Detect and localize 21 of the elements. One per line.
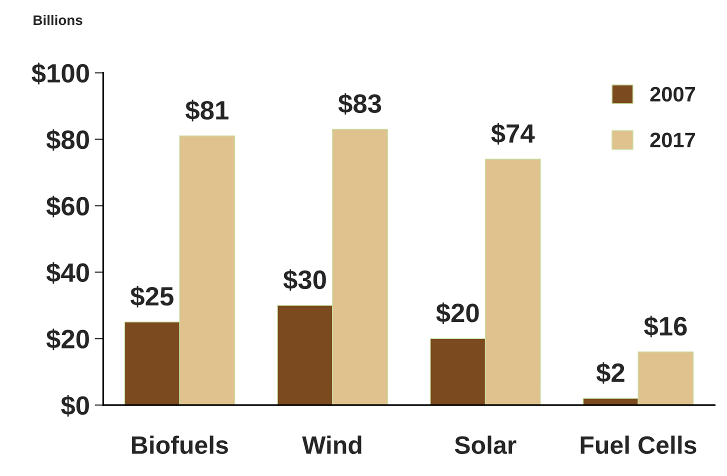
data-label: $2 bbox=[596, 362, 624, 384]
y-tick-label: $80 bbox=[46, 129, 89, 151]
y-axis-title: Billions bbox=[34, 14, 82, 26]
y-tick-label: $100 bbox=[32, 62, 89, 84]
x-tick-label: Wind bbox=[302, 436, 362, 454]
data-label: $16 bbox=[644, 316, 687, 338]
x-tick-label: Biofuels bbox=[132, 436, 228, 454]
y-tick-label: $60 bbox=[46, 196, 89, 218]
data-label: $74 bbox=[491, 123, 535, 145]
legend-label: 2007 bbox=[650, 86, 695, 102]
y-tick-label: $40 bbox=[46, 262, 89, 284]
legend-label: 2017 bbox=[650, 132, 695, 148]
data-label: $25 bbox=[130, 286, 174, 308]
y-tick-label: $20 bbox=[46, 328, 89, 350]
data-label: $83 bbox=[338, 93, 382, 115]
x-tick-label: Solar bbox=[454, 436, 516, 454]
x-tick-label: Fuel Cells bbox=[580, 436, 696, 454]
data-label: $81 bbox=[186, 100, 228, 122]
data-label: $20 bbox=[436, 302, 479, 324]
data-label: $30 bbox=[283, 269, 326, 291]
y-tick-label: $0 bbox=[61, 395, 89, 417]
